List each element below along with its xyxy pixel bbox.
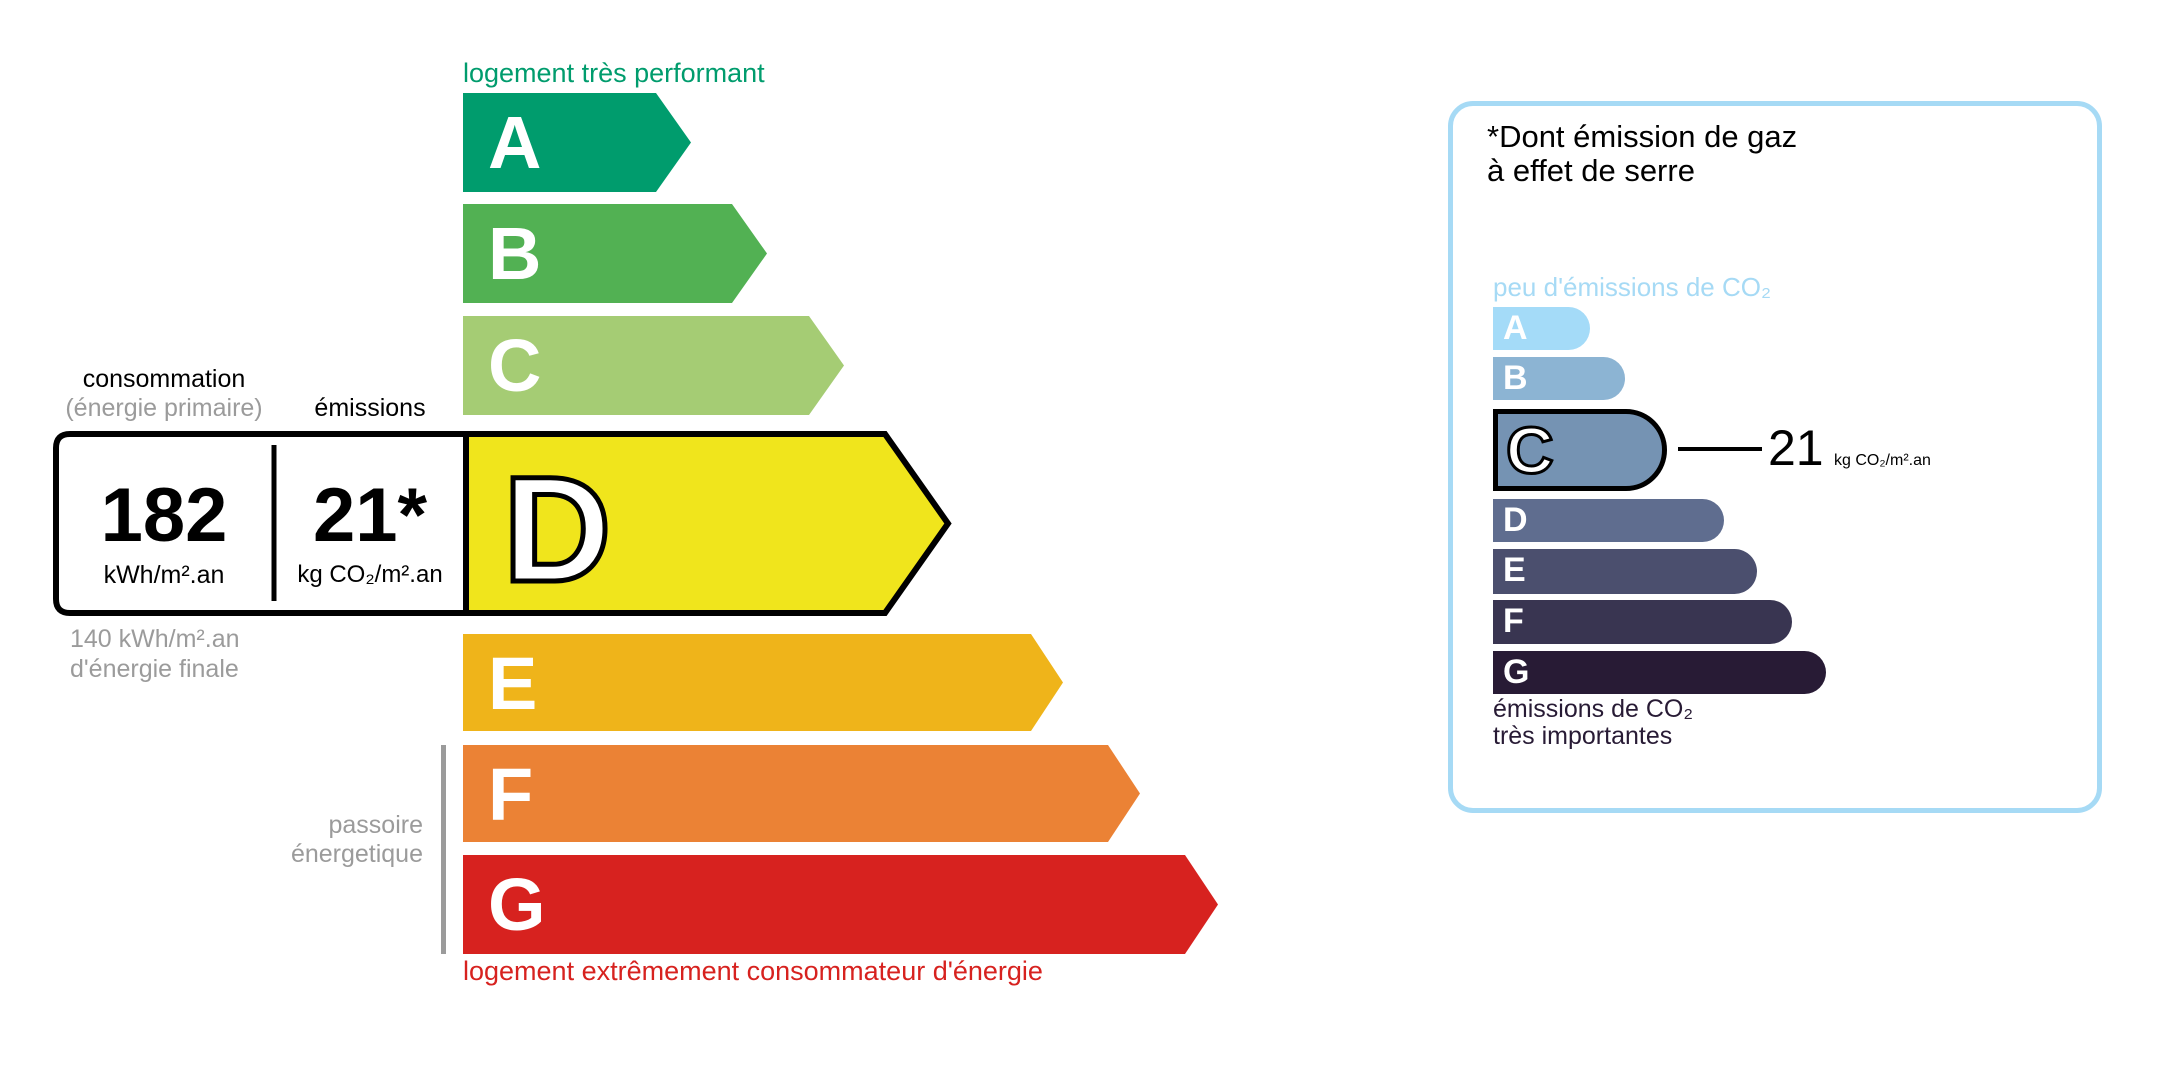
energy-bottom-label: logement extrêmement consommateur d'éner… [463,956,1043,986]
energy-class-f: F [463,745,1142,842]
energy-bar-b [463,204,767,303]
ges-letter: F [1503,602,1524,640]
ges-class-d: D [1493,499,1724,542]
energy-bar-a [463,93,691,192]
ges-class-b: B [1493,357,1625,400]
passoire-bracket [441,745,446,954]
energy-class-g: G [463,855,1220,954]
energy-top-label: logement très performant [463,58,765,88]
ges-letter: D [1503,501,1528,539]
ges-value-connector [1678,447,1762,451]
passoire-label-2: énergetique [290,840,423,868]
energy-class-b: B [463,204,769,303]
ges-bottom-label-1: émissions de CO₂ [1493,695,1694,723]
energy-value-box: D 182 kWh/m².an 21* kg CO₂/m².an [53,431,952,616]
energy-bar-f [463,745,1140,842]
ges-title-2: à effet de serre [1487,153,1695,188]
ges-top-label: peu d'émissions de CO₂ [1493,272,1772,302]
ges-current-letter: C [1505,413,1556,488]
passoire-label-1: passoire [328,811,424,839]
energy-bar-e [463,634,1063,731]
energy-letter: G [488,863,546,946]
ges-bottom-label-2: très importantes [1493,722,1673,750]
energy-bar-d [463,431,952,616]
final-energy-label: d'énergie finale [70,655,239,683]
ges-class-g: G [1493,651,1826,694]
ges-letter: B [1503,359,1528,397]
energy-class-a: A [463,93,693,192]
energy-current-letter: D [503,445,611,613]
energy-bar-c [463,316,844,415]
emissions-label: émissions [314,394,426,422]
consumption-label: consommation [82,365,246,393]
energy-letter: B [488,212,542,295]
ges-value: 21 [1768,420,1824,476]
energy-class-e: E [463,634,1065,731]
final-energy-value: 140 kWh/m².an [70,625,240,653]
ges-class-e: E [1493,549,1757,594]
ges-class-c: C [1493,409,1667,491]
consumption-unit: kWh/m².an [103,561,225,589]
energy-letter: F [488,753,534,836]
ges-class-a: A [1493,307,1590,350]
emissions-value: 21* [312,473,428,558]
energy-letter: A [488,101,542,184]
ges-letter: G [1503,653,1530,691]
ges-letter: E [1503,551,1526,589]
energy-class-c: C [463,316,846,415]
energy-letter: E [488,642,538,725]
ges-panel [1448,101,2102,813]
consumption-value: 182 [100,473,228,558]
ges-title-1: *Dont émission de gaz [1487,119,1798,154]
ges-letter: A [1503,309,1528,347]
emissions-unit: kg CO₂/m².an [297,561,443,588]
energy-letter: C [488,324,542,407]
energy-bar-g [463,855,1218,954]
ges-class-f: F [1493,600,1792,644]
ges-unit: kg CO₂/m².an [1834,452,1931,469]
consumption-sublabel: (énergie primaire) [65,394,263,422]
